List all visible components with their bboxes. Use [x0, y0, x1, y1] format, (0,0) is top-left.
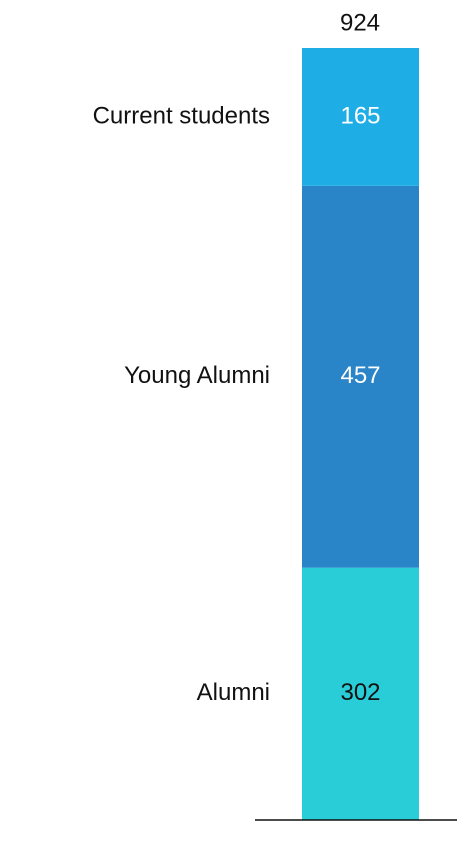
total-label: 924 — [340, 9, 380, 36]
segment-label: Current students — [93, 102, 270, 129]
data-label: 165 — [340, 102, 380, 129]
bar-segment — [302, 185, 419, 568]
bar-segment — [302, 567, 419, 820]
bar-segment — [302, 48, 419, 186]
data-label: 457 — [340, 362, 380, 389]
data-label: 302 — [340, 679, 380, 706]
segment-label: Alumni — [197, 679, 270, 706]
segment-label: Young Alumni — [124, 362, 270, 389]
